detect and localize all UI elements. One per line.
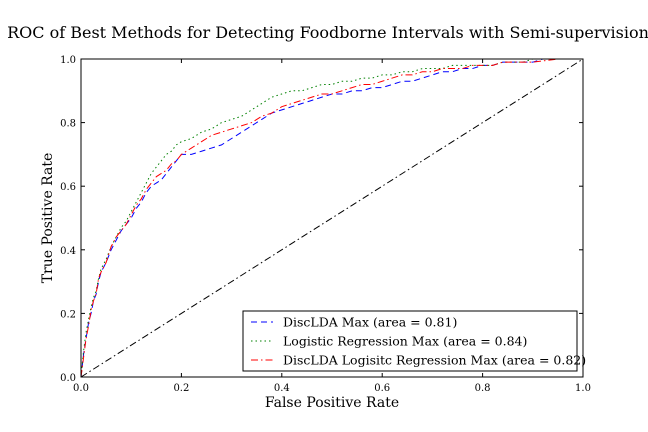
y-tick-label: 0.4 — [60, 246, 76, 257]
plot-frame — [80, 58, 584, 378]
series-line-1 — [80, 58, 583, 378]
y-tick-label: 0.0 — [60, 373, 76, 384]
y-tick-label: 0.2 — [60, 309, 76, 320]
series-line-3 — [80, 58, 583, 378]
reference-diagonal-line — [80, 58, 584, 378]
series-line-2 — [80, 58, 583, 378]
x-tick-label: 1.0 — [575, 383, 591, 394]
legend-box — [242, 310, 578, 372]
y-axis-label: True Positive Rate — [40, 153, 56, 284]
axis-ticks: 0.0 0.2 0.4 0.6 0.8 1.0 0.0 0.2 0.4 0.6 0.8 1.0 — [60, 55, 591, 394]
legend-label-1: DiscLDA Max (area = 0.81) — [283, 315, 457, 330]
x-tick-label: 0.2 — [173, 383, 189, 394]
x-tick-label: 0.6 — [374, 383, 390, 394]
legend: DiscLDA Max (area = 0.81) Logistic Regres… — [242, 310, 586, 372]
y-tick-label: 1.0 — [60, 55, 76, 66]
x-tick-label: 0.4 — [274, 383, 290, 394]
legend-label-3: DiscLDA Logisitc Regression Max (area = … — [283, 353, 586, 368]
plot-area — [80, 58, 584, 378]
y-tick-label: 0.6 — [60, 182, 76, 193]
x-tick-label: 0.8 — [475, 383, 491, 394]
y-tick-label: 0.8 — [60, 119, 76, 130]
legend-label-2: Logistic Regression Max (area = 0.84) — [283, 334, 527, 349]
x-axis-label: False Positive Rate — [265, 395, 399, 411]
x-tick-label: 0.0 — [73, 383, 89, 394]
chart-title: ROC of Best Methods for Detecting Foodbo… — [7, 23, 648, 42]
